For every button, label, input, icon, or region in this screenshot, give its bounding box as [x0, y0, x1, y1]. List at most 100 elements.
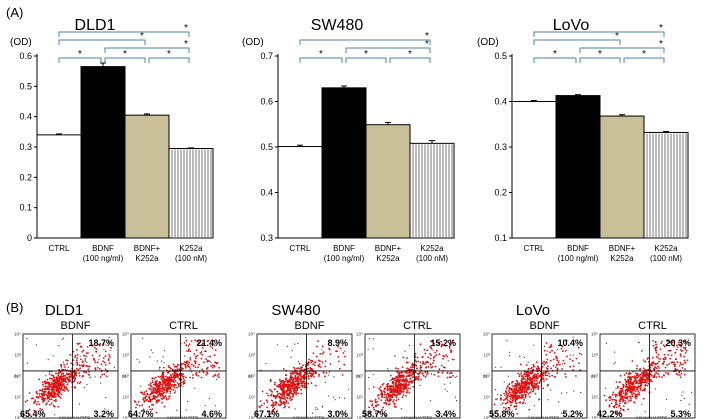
significance-bracket — [299, 39, 431, 45]
y-tick-label: 0 — [27, 233, 32, 243]
flow-y-tick: 10⁰ — [591, 416, 598, 419]
significance-bracket — [104, 47, 190, 53]
flow-y-tick: 10⁰ — [248, 416, 255, 419]
flow-y-axis-label: PI — [122, 374, 126, 379]
significance-bracket — [58, 39, 146, 45]
y-tick-label: 0.4 — [494, 97, 507, 107]
significance-bracket — [58, 57, 102, 63]
significance-star: * — [425, 39, 429, 50]
flow-condition-title: CTRL — [638, 320, 667, 332]
x-tick-label: K252a — [654, 244, 678, 253]
y-tick-label: 0.3 — [494, 142, 507, 152]
significance-bracket — [345, 57, 387, 63]
flow-y-tick: 10⁰ — [14, 416, 21, 419]
significance-bracket — [389, 57, 431, 63]
flow-condition-title: BDNF — [61, 320, 91, 332]
significance-star: * — [123, 49, 127, 60]
quadrant-lower-right: 5.3% — [670, 409, 691, 419]
flow-scatter-dots — [367, 338, 458, 417]
bar-ctrl — [36, 134, 82, 239]
quadrant-upper-right: 15.2% — [430, 338, 456, 348]
flow-y-tick: 10¹ — [122, 395, 129, 400]
flow-condition-title: BDNF — [530, 320, 560, 332]
x-tick-label: BDNF+ — [375, 244, 402, 253]
flow-scatter-dots — [24, 336, 115, 416]
x-tick-label: (100 ng/ml) — [83, 254, 124, 263]
chart-title: LoVo — [553, 17, 590, 34]
flow-y-tick: 10² — [122, 374, 129, 379]
significance-star: * — [425, 31, 429, 42]
flow-y-tick: 10⁰ — [483, 416, 490, 419]
flow-y-tick: 10⁴ — [122, 332, 129, 337]
significance-star: * — [553, 49, 557, 60]
x-tick-label: BDNF — [92, 244, 114, 253]
y-tick-label: 0.5 — [260, 142, 273, 152]
significance-bracket — [533, 57, 577, 63]
y-tick-label: 0.6 — [19, 51, 32, 61]
flow-plot-bdnf: BDNFData.01710.4%55.8%5.2%10⁰10¹10²10³10… — [483, 320, 588, 419]
flow-x-axis-label: Annexin V-FITC — [401, 415, 434, 419]
x-tick-label: (100 nM) — [650, 254, 682, 263]
bar-bdnf — [555, 95, 601, 239]
flow-y-tick: 10² — [483, 374, 490, 379]
flow-y-tick: 10⁰ — [122, 416, 129, 419]
panel-label-b: (B) — [6, 300, 23, 315]
flow-y-tick: 10⁴ — [591, 332, 598, 337]
flow-y-tick: 10⁰ — [356, 416, 363, 419]
significance-star: * — [167, 49, 171, 60]
flow-y-tick: 10³ — [591, 353, 598, 358]
bar-ctrl — [277, 146, 323, 239]
y-tick-label: 0.3 — [19, 142, 32, 152]
flow-group-title: DLD1 — [45, 302, 83, 319]
quadrant-lower-right: 3.2% — [93, 409, 114, 419]
flow-y-tick: 10⁴ — [14, 332, 21, 337]
panel-label-a: (A) — [6, 5, 23, 20]
y-tick-label: 0.4 — [260, 188, 273, 198]
chart-title: DLD1 — [75, 17, 116, 34]
flow-y-tick: 10⁴ — [483, 332, 490, 337]
quadrant-upper-right: 21.4% — [196, 338, 222, 348]
flow-plot-bdnf: BDNFData.0148.9%67.1%3.0%10⁰10¹10²10³10⁴… — [248, 320, 353, 419]
x-tick-label: BDNF — [333, 244, 355, 253]
significance-bracket — [579, 47, 665, 53]
flow-y-tick: 10³ — [483, 353, 490, 358]
flow-scatter-dots — [603, 340, 693, 415]
y-tick-label: 0.6 — [260, 97, 273, 107]
significance-star: * — [642, 49, 646, 60]
flow-scatter-dots — [493, 336, 583, 415]
quadrant-lower-right: 4.6% — [201, 409, 222, 419]
bar-bdnf — [321, 87, 367, 239]
y-axis-label: (OD) — [10, 37, 32, 48]
flow-y-tick: 10¹ — [14, 395, 21, 400]
significance-bracket — [579, 57, 621, 63]
flow-y-axis-label: PI — [591, 374, 595, 379]
flow-y-axis-label: PI — [356, 374, 360, 379]
x-tick-label: K252a — [376, 254, 400, 263]
quadrant-lower-left: 42.2% — [597, 409, 623, 419]
quadrant-lower-right: 3.4% — [435, 409, 456, 419]
quadrant-lower-right: 5.2% — [562, 409, 583, 419]
flow-y-tick: 10¹ — [591, 395, 598, 400]
significance-star: * — [598, 49, 602, 60]
flow-y-tick: 10³ — [14, 353, 21, 358]
x-tick-label: BDNF+ — [609, 244, 636, 253]
flow-group-dld1: DLD1BDNFData.02118.7%65.4%3.2%10⁰10¹10²1… — [14, 302, 227, 419]
x-tick-label: K252a — [420, 244, 444, 253]
quadrant-upper-right: 18.7% — [88, 338, 114, 348]
flow-y-tick: 10¹ — [483, 395, 490, 400]
y-tick-label: 0.2 — [494, 188, 507, 198]
x-tick-label: BDNF+ — [134, 244, 161, 253]
flow-y-tick: 10² — [248, 374, 255, 379]
quadrant-lower-left: 58.7% — [362, 409, 388, 419]
flow-group-sw480: SW480BDNFData.0148.9%67.1%3.0%10⁰10¹10²1… — [248, 302, 461, 419]
significance-bracket — [58, 31, 190, 37]
bar-k252a — [168, 148, 214, 239]
x-tick-label: BDNF — [567, 244, 589, 253]
x-tick-label: CTRL — [524, 244, 545, 253]
bar-ctrl — [511, 101, 557, 239]
significance-star: * — [140, 31, 144, 42]
x-tick-label: CTRL — [49, 244, 70, 253]
y-tick-label: 0.2 — [19, 172, 32, 182]
